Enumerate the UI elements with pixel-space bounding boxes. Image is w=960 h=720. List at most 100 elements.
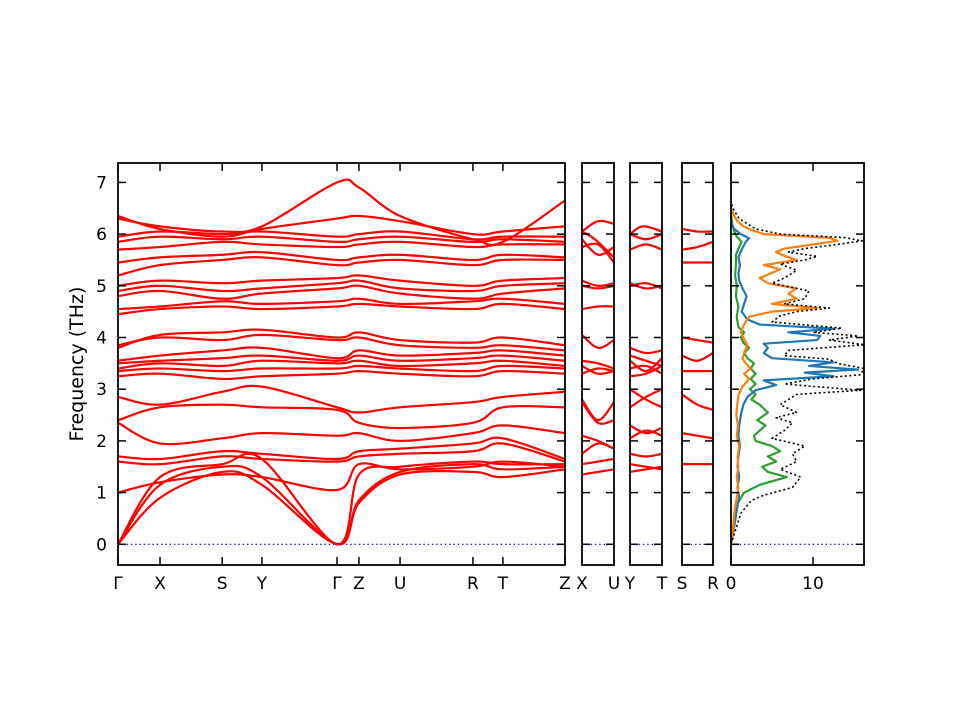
band-curve xyxy=(118,369,565,381)
band-curve xyxy=(118,384,565,414)
band-curve xyxy=(118,460,565,494)
axes-frames xyxy=(117,162,865,566)
band-curve xyxy=(582,364,614,375)
pdos-green-curve xyxy=(731,213,788,545)
y-tick-label: 6 xyxy=(96,225,107,245)
kpoint-label: Y xyxy=(624,574,636,594)
band-curve xyxy=(582,284,614,290)
band-curve xyxy=(630,357,662,373)
pdos-orange-curve xyxy=(731,207,839,545)
band-curve xyxy=(630,346,662,355)
band-curve xyxy=(630,388,662,409)
band-curve xyxy=(682,240,713,251)
phonon-bands-xu xyxy=(582,219,614,476)
band-curve xyxy=(682,351,713,362)
y-axis-label: Frequency (THz) xyxy=(66,286,88,442)
kpoint-label: S xyxy=(677,574,688,594)
panel-frame-bands-sr xyxy=(681,162,714,566)
band-curve xyxy=(118,274,565,287)
band-curve xyxy=(630,429,662,440)
kpoint-label: U xyxy=(394,574,406,594)
dos-x-tick-label: 0 xyxy=(726,574,737,594)
band-curve xyxy=(630,364,662,375)
band-curve xyxy=(118,178,565,247)
kpoint-label: S xyxy=(217,574,228,594)
phonon-bands-yt xyxy=(630,225,662,474)
band-curve xyxy=(118,364,565,373)
band-curve xyxy=(630,388,662,409)
band-curve xyxy=(118,333,565,352)
panel-frame-bands-xu xyxy=(581,162,615,566)
band-curve xyxy=(118,250,565,264)
dos-x-tick-label: 10 xyxy=(802,574,824,594)
band-curve xyxy=(630,463,662,471)
band-curve xyxy=(630,233,662,241)
band-curve xyxy=(582,367,614,375)
band-curve xyxy=(582,468,614,476)
band-curve xyxy=(118,279,565,293)
band-curve xyxy=(682,432,713,440)
band-curve xyxy=(118,302,565,316)
band-curve xyxy=(118,421,565,446)
panel-frame-bands-yt xyxy=(629,162,663,566)
band-curve xyxy=(118,297,565,311)
kpoint-label: X xyxy=(154,574,166,594)
kpoint-label: Z xyxy=(353,574,365,594)
y-tick-label: 0 xyxy=(96,535,107,555)
band-curve xyxy=(118,230,565,241)
band-curve xyxy=(630,424,662,435)
band-curve xyxy=(118,359,565,370)
band-curve xyxy=(630,243,662,251)
panel-frame-dos xyxy=(730,162,865,566)
band-curve xyxy=(682,227,713,233)
y-tick-label: 1 xyxy=(96,484,107,504)
kpoint-label: Γ xyxy=(332,574,342,594)
band-curve xyxy=(118,442,565,466)
y-tick-label: 4 xyxy=(96,329,107,349)
band-curve xyxy=(118,354,565,365)
kpoint-label: U xyxy=(608,574,620,594)
total-dos-curve xyxy=(731,202,864,545)
kpoint-label: T xyxy=(497,574,509,594)
band-curve xyxy=(582,279,614,287)
band-curve xyxy=(630,465,662,474)
phonon-bands-main xyxy=(118,178,565,546)
band-curve xyxy=(118,463,565,546)
band-curve xyxy=(630,282,662,290)
band-curve xyxy=(118,436,565,461)
kpoint-label: R xyxy=(707,574,719,594)
band-curve xyxy=(582,242,614,264)
band-curve xyxy=(118,452,565,546)
band-curve xyxy=(118,256,565,277)
band-curve xyxy=(582,333,614,349)
band-curve xyxy=(582,457,614,466)
band-curve xyxy=(630,354,662,368)
dos-curves xyxy=(731,202,864,545)
band-curve xyxy=(682,393,713,411)
band-curve xyxy=(582,305,614,311)
band-curve xyxy=(118,468,565,546)
phonon-bands-sr xyxy=(682,227,713,466)
kpoint-label: R xyxy=(467,574,479,594)
panel-frame-bands-main xyxy=(117,162,566,566)
band-curve xyxy=(118,403,565,430)
band-curve xyxy=(582,238,614,257)
band-curve xyxy=(582,219,614,233)
kpoint-label: Γ xyxy=(113,574,123,594)
kpoint-label: T xyxy=(656,574,668,594)
y-tick-label: 5 xyxy=(96,277,107,297)
band-curve xyxy=(582,442,614,455)
band-curve xyxy=(682,336,713,344)
band-curve xyxy=(582,230,614,259)
kpoint-label: Y xyxy=(256,574,268,594)
band-curve xyxy=(118,346,565,362)
band-curve xyxy=(630,364,662,378)
kpoint-label: Z xyxy=(559,574,571,594)
band-curve xyxy=(582,359,614,370)
band-curve xyxy=(630,225,662,236)
y-tick-label: 7 xyxy=(96,173,107,193)
y-tick-label: 3 xyxy=(96,380,107,400)
band-curve xyxy=(118,284,565,300)
